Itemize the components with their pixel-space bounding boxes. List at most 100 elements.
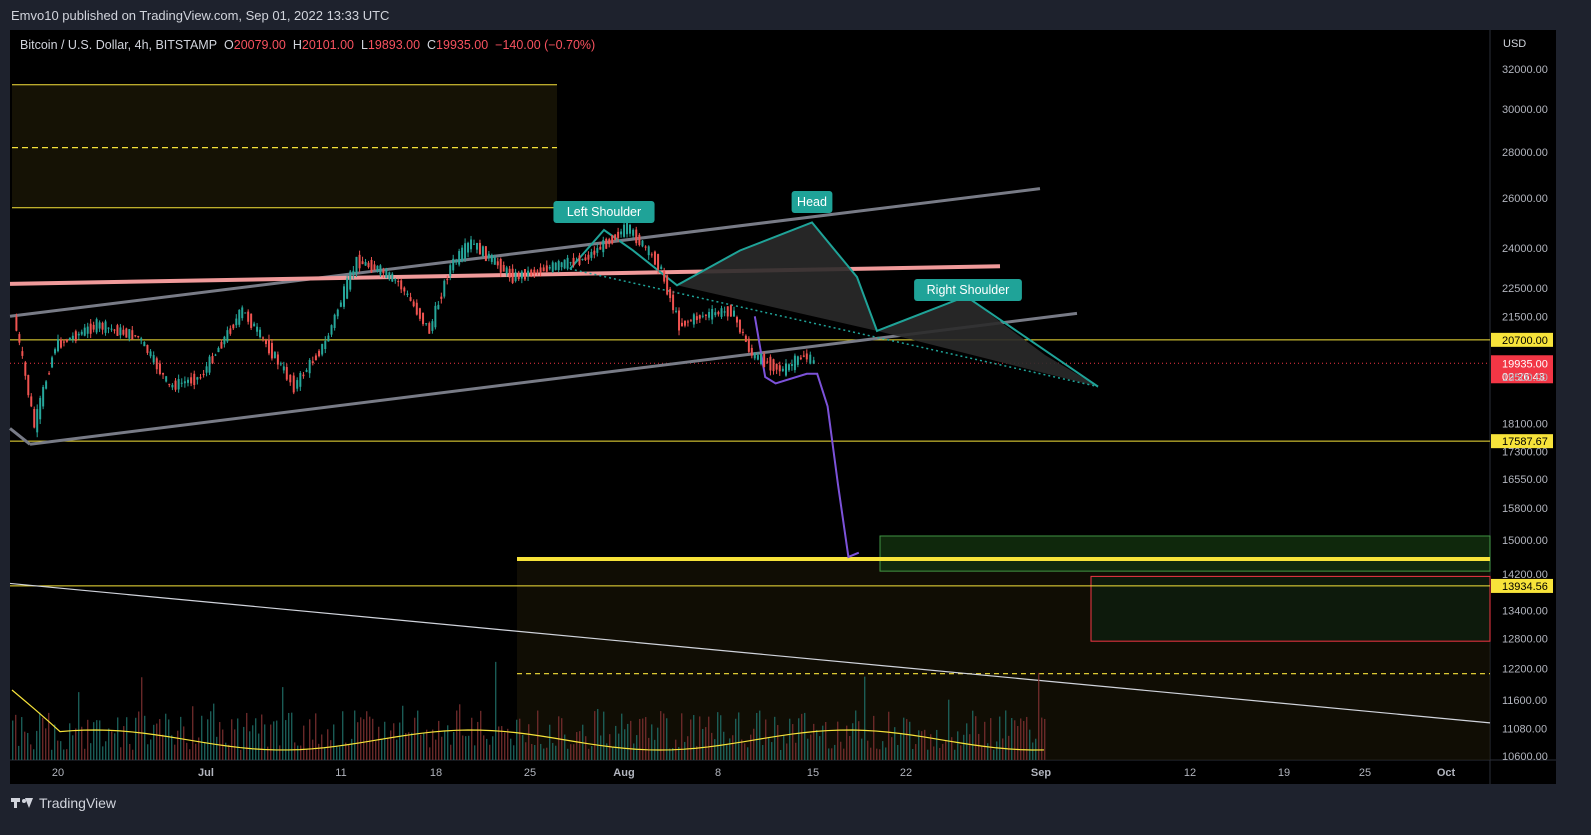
candle-body [373, 264, 376, 271]
candle-body [299, 372, 302, 387]
volume-bar [891, 737, 893, 760]
volume-bar [147, 744, 149, 760]
candle-body [785, 363, 787, 376]
pattern-label-box [553, 201, 655, 223]
volume-bar [786, 743, 788, 760]
volume-bar [732, 735, 734, 760]
volume-bar [141, 677, 143, 760]
volume-bar [768, 737, 770, 760]
candle-body [158, 363, 161, 374]
volume-bar [174, 744, 176, 760]
volume-bar [315, 713, 317, 760]
volume-bar [687, 736, 689, 760]
volume-bar [534, 745, 536, 760]
candle-body [406, 293, 409, 295]
candle-body [314, 355, 317, 361]
candle-body [490, 254, 493, 262]
candle-body [30, 396, 33, 407]
channel-stub-line [9, 427, 31, 446]
candle-body [382, 270, 385, 274]
candle-body [434, 305, 437, 328]
volume-bar [789, 718, 791, 760]
candle-body [455, 260, 458, 262]
candle-body [478, 242, 481, 255]
volume-bar [1029, 729, 1031, 760]
volume-bar [792, 724, 794, 760]
volume-bar [912, 748, 914, 760]
volume-bar [762, 744, 764, 760]
candle-body [171, 384, 174, 388]
volume-bar [840, 741, 842, 760]
candle-body [51, 357, 54, 368]
candle-body [711, 309, 714, 320]
time-tick: 12 [1184, 767, 1196, 779]
high-label: H [292, 38, 302, 52]
volume-bar [729, 738, 731, 760]
volume-bar [951, 737, 953, 760]
volume-bar [87, 719, 89, 760]
volume-bar [105, 741, 107, 760]
volume-bar [276, 720, 278, 760]
candle-body [36, 409, 39, 433]
candle-body [370, 259, 373, 273]
candle-body [196, 377, 199, 380]
volume-bar [123, 726, 125, 760]
change-value: −140.00 (−0.70%) [495, 38, 596, 52]
volume-bar [549, 724, 551, 760]
candle-body [545, 265, 548, 272]
time-tick: 19 [1278, 767, 1290, 779]
volume-bar [813, 723, 815, 760]
price-tick: 26000.00 [1502, 193, 1548, 205]
price-tick: 24000.00 [1502, 243, 1548, 255]
open-label: O [224, 38, 234, 52]
candle-body [686, 321, 689, 323]
volume-bar [366, 711, 368, 760]
candle-body [226, 330, 229, 342]
volume-bar [570, 744, 572, 760]
volume-bar [321, 734, 323, 760]
candle-body [223, 336, 226, 345]
candle-body [766, 361, 769, 363]
candle-body [385, 269, 388, 278]
volume-bar [447, 725, 449, 760]
time-tick: 18 [430, 767, 442, 779]
volume-bar [207, 719, 209, 760]
volume-bar [300, 745, 302, 760]
volume-bar [525, 742, 527, 760]
candle-body [683, 320, 686, 326]
candle-body [128, 329, 131, 339]
volume-bar [414, 717, 416, 760]
volume-bar [882, 741, 884, 760]
candle-body [229, 328, 232, 334]
candle-body [809, 354, 812, 364]
candle-body [190, 377, 193, 384]
volume-bar [909, 721, 911, 760]
level-label-box [1491, 434, 1553, 449]
volume-bar [741, 739, 743, 760]
time-tick: 25 [1359, 767, 1371, 779]
candle-body [262, 337, 265, 339]
candle-body [617, 231, 620, 239]
candle-body [605, 238, 608, 249]
volume-bar [510, 738, 512, 760]
currency-label: USD [1503, 38, 1526, 50]
candle-body [311, 361, 314, 364]
volume-bar [1023, 720, 1025, 760]
candle-body [669, 289, 672, 299]
candle-body [626, 222, 629, 235]
candle-body [388, 272, 391, 280]
volume-bar [444, 730, 446, 760]
volume-bar [102, 746, 104, 760]
supply-zone [12, 84, 557, 208]
volume-bar [948, 699, 950, 760]
candle-body [533, 269, 536, 274]
volume-ma-line [11, 689, 1045, 751]
volume-bar [975, 716, 977, 760]
volume-bar [81, 726, 83, 760]
candle-body [593, 250, 596, 255]
candle-body [560, 262, 563, 268]
candle-body [214, 354, 217, 356]
volume-bar [303, 725, 305, 760]
candle-body [778, 365, 781, 372]
volume-bar [996, 741, 998, 760]
